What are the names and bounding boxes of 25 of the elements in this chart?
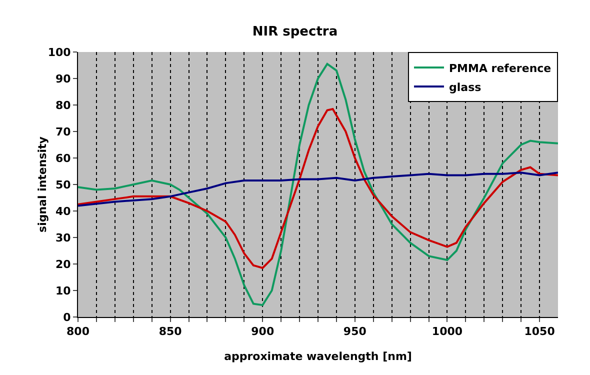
y-tick-label: 90 bbox=[55, 72, 72, 86]
y-tick-label: 80 bbox=[55, 98, 72, 112]
y-axis-title: signal intensity bbox=[36, 136, 49, 232]
line-series bbox=[78, 108, 558, 269]
y-tick-label: 30 bbox=[55, 231, 72, 244]
line-series bbox=[78, 62, 558, 306]
y-tick-label: 100 bbox=[48, 46, 72, 59]
x-tick-label: 1050 bbox=[524, 325, 556, 338]
line-series bbox=[78, 172, 558, 207]
y-tick-label: 70 bbox=[55, 125, 72, 138]
y-tick-label: 0 bbox=[63, 310, 72, 324]
x-tick-label: 1000 bbox=[432, 325, 463, 338]
y-tick-label: 40 bbox=[55, 204, 72, 218]
x-tick-label: 800 bbox=[66, 325, 90, 338]
y-tick-label: 10 bbox=[55, 284, 72, 298]
legend-label: PMMA reference bbox=[449, 62, 552, 75]
y-tick-label: 60 bbox=[55, 152, 72, 165]
legend-label: glass bbox=[449, 80, 482, 94]
y-tick-label: 50 bbox=[55, 178, 72, 192]
x-tick-label: 850 bbox=[158, 325, 182, 338]
y-tick-label: 20 bbox=[55, 258, 72, 271]
x-tick-label: 950 bbox=[343, 325, 367, 338]
x-tick-label: 900 bbox=[251, 325, 274, 338]
x-axis-title: approximate wavelength [nm] bbox=[224, 350, 412, 363]
chart-title: NIR spectra bbox=[252, 24, 338, 40]
